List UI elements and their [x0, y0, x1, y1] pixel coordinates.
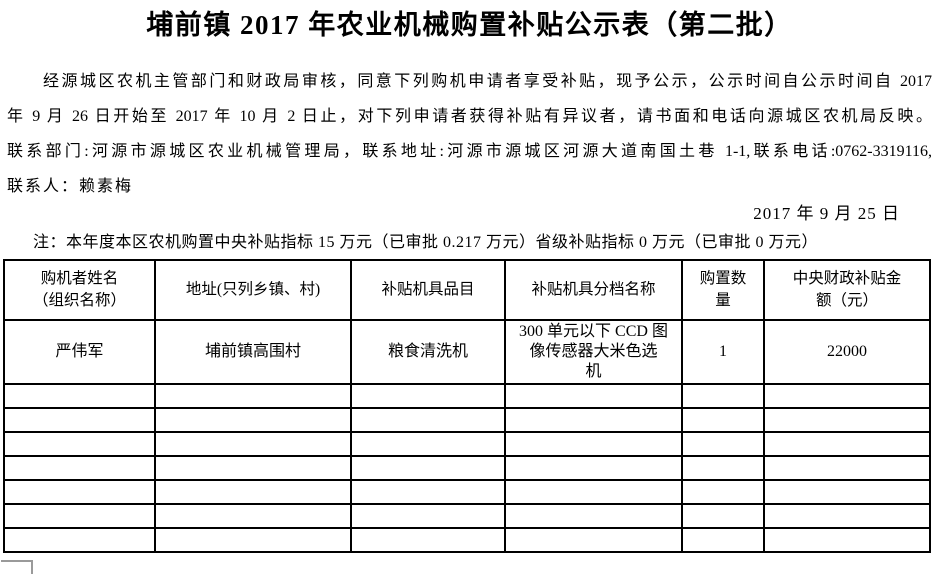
table-cell [504, 383, 683, 409]
intro-paragraph: 经源城区农机主管部门和财政局审核，同意下列购机申请者享受补贴，现予公示，公示时间… [0, 64, 939, 204]
table-cell: 1 [681, 319, 765, 385]
table-cell [681, 455, 765, 481]
table-cell: 22000 [763, 319, 931, 385]
table-cell [504, 503, 683, 529]
table-cell: 地址(只列乡镇、村) [154, 259, 352, 321]
empty-table-row [3, 479, 931, 505]
empty-table-row [3, 503, 931, 529]
table-cell [681, 383, 765, 409]
table-cell [763, 431, 931, 457]
empty-table-row [3, 383, 931, 409]
table-cell [154, 455, 352, 481]
empty-table-row [3, 527, 931, 553]
table-cell [504, 527, 683, 553]
table-cell [504, 431, 683, 457]
table-cell [763, 527, 931, 553]
table-cell [763, 455, 931, 481]
table-cell [3, 407, 156, 433]
table-cell [154, 431, 352, 457]
table-cell [350, 503, 506, 529]
table-cell [154, 503, 352, 529]
table-cell [763, 383, 931, 409]
intro-line-3: 联系部门:河源市源城区农业机械管理局，联系地址:河源市源城区河源大道南国土巷 1… [7, 143, 932, 160]
table-cell: 粮食清洗机 [350, 319, 506, 385]
table-cell: 购置数 量 [681, 259, 765, 321]
table-cell [3, 431, 156, 457]
table-cell: 300 单元以下 CCD 图 像传感器大米色选 机 [504, 319, 683, 385]
table-cell: 埔前镇高围村 [154, 319, 352, 385]
table-cell [681, 407, 765, 433]
table-header-row: 购机者姓名 （组织名称） 地址(只列乡镇、村) 补贴机具品目 补贴机具分档名称 购置数 … [3, 259, 931, 321]
intro-line-1: 经源城区农机主管部门和财政局审核，同意下列购机申请者享受补贴，现予公示，公示时间… [43, 73, 932, 90]
intro-line-4: 联系人：赖素梅 [7, 178, 134, 195]
table-cell: 补贴机具品目 [350, 259, 506, 321]
table-cell [763, 503, 931, 529]
quota-note: 注：本年度本区农机购置中央补贴指标 15 万元（已审批 0.217 万元）省级补… [33, 234, 819, 251]
table-cell [763, 479, 931, 505]
table-cell [3, 479, 156, 505]
table-cell [504, 479, 683, 505]
table-cell [504, 407, 683, 433]
page-title: 埔前镇 2017 年农业机械购置补贴公示表（第二批） [146, 10, 793, 40]
table-cell [3, 527, 156, 553]
table-cell [350, 527, 506, 553]
table-cell [154, 479, 352, 505]
table-cell [3, 503, 156, 529]
table-cell [154, 407, 352, 433]
table-cell [681, 431, 765, 457]
table-cell [350, 407, 506, 433]
table-cell [350, 479, 506, 505]
empty-table-row [3, 431, 931, 457]
table-cell [154, 383, 352, 409]
table-cell [681, 527, 765, 553]
page-corner-artifact [1, 560, 33, 574]
table-cell [504, 455, 683, 481]
empty-table-row [3, 455, 931, 481]
table-cell [3, 455, 156, 481]
table-cell [3, 383, 156, 409]
empty-table-row [3, 407, 931, 433]
public-notice-document: { "page": { "title": "埔前镇 2017 年农业机械购置补贴… [0, 8, 939, 574]
table-cell [350, 455, 506, 481]
subsidy-table: 购机者姓名 （组织名称） 地址(只列乡镇、村) 补贴机具品目 补贴机具分档名称 购置数 … [3, 259, 931, 553]
notice-date: 2017 年 9 月 25 日 [753, 204, 900, 223]
table-cell [350, 383, 506, 409]
table-cell: 严伟军 [3, 319, 156, 385]
table-cell [681, 479, 765, 505]
table-cell [350, 431, 506, 457]
table-cell: 补贴机具分档名称 [504, 259, 683, 321]
table-cell [763, 407, 931, 433]
table-cell [681, 503, 765, 529]
table-cell: 中央财政补贴金 额（元） [763, 259, 931, 321]
intro-line-2: 年 9 月 26 日开始至 2017 年 10 月 2 日止，对下列申请者获得补… [7, 108, 932, 125]
table-cell: 购机者姓名 （组织名称） [3, 259, 156, 321]
table-cell [154, 527, 352, 553]
